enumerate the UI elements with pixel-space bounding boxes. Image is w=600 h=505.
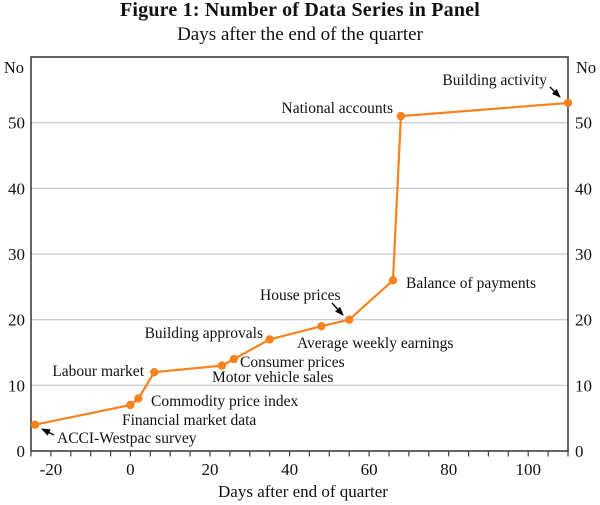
data-point <box>265 335 274 344</box>
series-layer <box>30 98 573 429</box>
x-tick-label--20: -20 <box>40 460 63 479</box>
figure-subtitle: Days after the end of the quarter <box>177 24 423 45</box>
point-annotation: National accounts <box>282 100 393 117</box>
data-point <box>30 420 40 429</box>
x-tick-label-40: 40 <box>281 460 298 479</box>
annotation-arrow <box>549 86 561 98</box>
y-axis-unit-left: No <box>4 58 24 77</box>
y-tick-label-left-20: 20 <box>8 311 25 330</box>
y-tick-label-left-0: 0 <box>17 442 26 461</box>
data-point <box>388 276 398 285</box>
point-annotation: Average weekly earnings <box>297 335 453 352</box>
axis-labels-layer: -20 0 20 40 60 80 100 0 0 10 10 20 20 30 30 40 40 50 50 No N… <box>4 58 596 501</box>
annotation-arrow <box>331 302 344 316</box>
point-annotation: Labour market <box>52 363 144 380</box>
y-tick-label-right-0: 0 <box>575 442 584 461</box>
y-tick-label-right-40: 40 <box>575 179 592 198</box>
data-point <box>396 111 406 121</box>
point-annotation: Motor vehicle sales <box>212 369 333 386</box>
x-tick-label-80: 80 <box>440 460 457 479</box>
data-point <box>317 322 326 331</box>
point-annotation: ACCI-Westpac survey <box>57 430 197 447</box>
frame-layer <box>30 56 569 452</box>
plot-frame <box>30 56 569 452</box>
y-tick-label-left-30: 30 <box>8 245 25 264</box>
point-annotation: House prices <box>260 287 341 304</box>
y-tick-label-right-10: 10 <box>575 376 592 395</box>
point-annotation: Building activity <box>442 72 547 89</box>
data-point <box>345 315 354 324</box>
annotation-arrow <box>41 428 55 436</box>
data-point <box>229 354 239 364</box>
y-tick-label-right-30: 30 <box>575 245 592 264</box>
y-tick-label-right-20: 20 <box>575 311 592 330</box>
ticks-layer <box>30 451 569 457</box>
x-axis-title: Days after end of quarter <box>218 482 388 501</box>
y-axis-unit-right: No <box>576 58 596 77</box>
point-annotation: Consumer prices <box>240 354 345 371</box>
y-tick-label-left-40: 40 <box>8 179 25 198</box>
data-point <box>126 400 135 410</box>
x-tick-label-0: 0 <box>126 460 135 479</box>
x-tick-label-60: 60 <box>361 460 378 479</box>
point-annotation: Commodity price index <box>151 393 298 410</box>
data-point <box>134 394 143 403</box>
point-annotation: Building approvals <box>145 325 263 342</box>
data-point <box>563 98 573 108</box>
y-tick-label-left-50: 50 <box>8 114 25 133</box>
point-annotation: Financial market data <box>122 412 256 429</box>
point-annotation: Balance of payments <box>406 275 536 292</box>
x-tick-label-20: 20 <box>202 460 219 479</box>
data-point <box>217 361 227 370</box>
y-tick-label-right-50: 50 <box>575 114 592 133</box>
data-point <box>150 368 159 377</box>
x-tick-label-100: 100 <box>515 460 541 479</box>
y-tick-label-left-10: 10 <box>8 376 25 395</box>
figure-title: Figure 1: Number of Data Series in Panel <box>119 0 480 21</box>
gridlines-layer <box>31 122 568 386</box>
